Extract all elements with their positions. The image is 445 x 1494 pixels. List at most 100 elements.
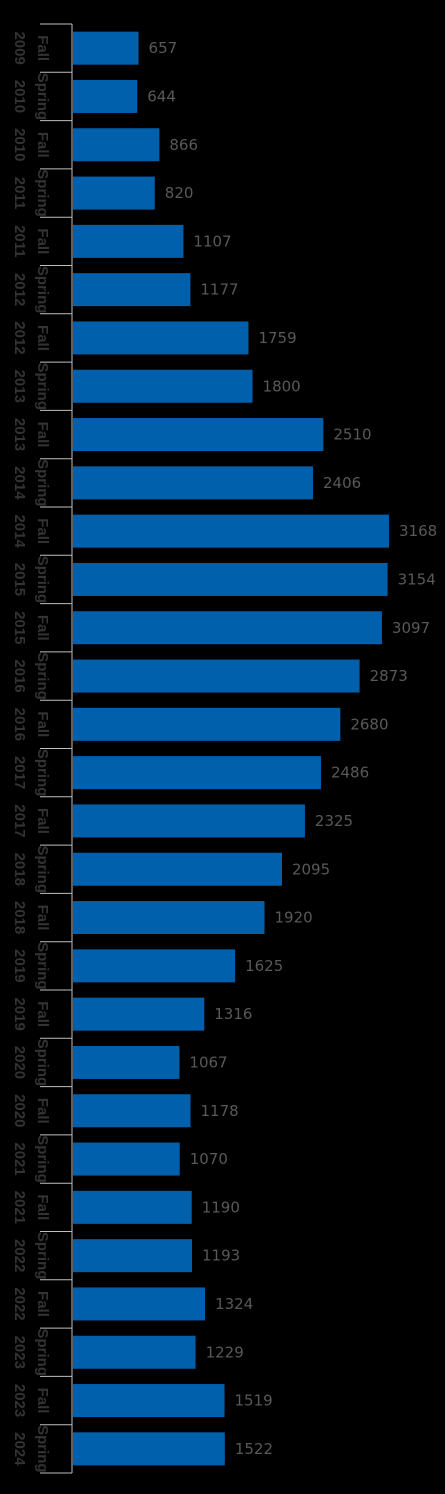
bar xyxy=(73,707,341,741)
bar xyxy=(73,273,191,307)
category-term-label: Spring xyxy=(34,459,51,507)
bar xyxy=(73,659,360,693)
category-year-label: 2022 xyxy=(11,1239,28,1272)
category-term-label: Fall xyxy=(34,1001,51,1027)
category-label: 2010 Fall xyxy=(11,128,51,161)
category-label: 2020 Spring xyxy=(11,1039,51,1087)
category-year-label: 2012 xyxy=(11,321,28,354)
category-term-label: Spring xyxy=(34,169,51,217)
bar xyxy=(73,176,155,210)
category-term-label: Spring xyxy=(34,1425,51,1473)
bar xyxy=(73,1239,192,1273)
category-term-label: Spring xyxy=(34,1039,51,1087)
category-term-label: Fall xyxy=(34,615,51,641)
bar xyxy=(73,79,138,113)
category-year-label: 2021 xyxy=(11,1191,28,1224)
bar xyxy=(73,997,205,1031)
category-label: 2018 Spring xyxy=(11,846,51,894)
bar xyxy=(73,756,321,790)
category-year-label: 2009 xyxy=(11,31,28,64)
category-term-label: Fall xyxy=(34,1388,51,1414)
category-year-label: 2012 xyxy=(11,273,28,306)
bar xyxy=(73,562,388,596)
category-term-label: Fall xyxy=(34,808,51,834)
category-label: 2019 Spring xyxy=(11,942,51,990)
category-term-label: Fall xyxy=(34,422,51,448)
category-label: 2023 Fall xyxy=(11,1384,51,1417)
category-year-label: 2014 xyxy=(11,466,28,500)
bar-value-label: 2510 xyxy=(333,426,371,444)
category-term-label: Spring xyxy=(34,846,51,894)
category-year-label: 2011 xyxy=(11,225,28,258)
bar xyxy=(73,1287,206,1321)
category-label: 2011 Fall xyxy=(11,225,51,258)
category-year-label: 2016 xyxy=(11,708,28,741)
bar-value-label: 1625 xyxy=(245,957,283,975)
bar-value-label: 1107 xyxy=(193,232,231,250)
bar xyxy=(73,418,324,452)
category-year-label: 2010 xyxy=(11,80,28,113)
category-term-label: Fall xyxy=(34,228,51,254)
bar-value-label: 1070 xyxy=(190,1150,228,1168)
bar-value-label: 820 xyxy=(165,184,194,202)
bar-value-label: 3097 xyxy=(392,619,430,637)
bar-value-label: 1177 xyxy=(200,281,238,299)
category-year-label: 2013 xyxy=(11,370,28,403)
bar-value-label: 1324 xyxy=(215,1295,253,1313)
category-label: 2022 Spring xyxy=(11,1232,51,1280)
bar-value-label: 866 xyxy=(169,136,198,154)
bar-value-label: 3168 xyxy=(399,522,437,540)
category-label: 2023 Spring xyxy=(11,1329,51,1377)
category-label: 2015 Fall xyxy=(11,611,51,644)
category-term-label: Spring xyxy=(34,266,51,314)
bar xyxy=(73,1335,196,1369)
category-term-label: Fall xyxy=(34,518,51,544)
bar xyxy=(73,128,160,162)
bar-value-label: 1178 xyxy=(201,1102,239,1120)
category-year-label: 2015 xyxy=(11,611,28,644)
category-year-label: 2018 xyxy=(11,853,28,886)
bar-value-label: 1759 xyxy=(258,329,296,347)
category-term-label: Spring xyxy=(34,749,51,797)
category-label: 2018 Fall xyxy=(11,901,51,934)
bar xyxy=(73,804,305,838)
category-year-label: 2019 xyxy=(11,997,28,1030)
category-term-label: Fall xyxy=(34,711,51,737)
bar-value-label: 644 xyxy=(147,87,176,105)
bar-value-label: 1522 xyxy=(235,1440,273,1458)
category-label: 2011 Spring xyxy=(11,169,51,217)
bar-value-label: 2095 xyxy=(292,860,330,878)
category-year-label: 2019 xyxy=(11,949,28,982)
category-term-label: Fall xyxy=(34,1194,51,1220)
bar-value-label: 1920 xyxy=(275,909,313,927)
category-term-label: Spring xyxy=(34,73,51,121)
category-term-label: Spring xyxy=(34,1329,51,1377)
category-year-label: 2011 xyxy=(11,177,28,210)
category-year-label: 2023 xyxy=(11,1384,28,1417)
category-year-label: 2014 xyxy=(11,514,28,548)
bar xyxy=(73,31,139,65)
category-label: 2014 Fall xyxy=(11,514,51,548)
category-term-label: Fall xyxy=(34,325,51,351)
category-label: 2017 Fall xyxy=(11,804,51,837)
bar-value-label: 1519 xyxy=(235,1392,273,1410)
category-year-label: 2017 xyxy=(11,756,28,789)
category-term-label: Fall xyxy=(34,905,51,931)
bar xyxy=(73,901,265,935)
bar-value-label: 1067 xyxy=(189,1053,227,1071)
category-year-label: 2023 xyxy=(11,1336,28,1369)
bar-value-label: 1316 xyxy=(214,1005,252,1023)
category-label: 2012 Spring xyxy=(11,266,51,314)
category-term-label: Spring xyxy=(34,1135,51,1183)
category-label: 2009 Fall xyxy=(11,31,51,64)
category-label: 2013 Spring xyxy=(11,363,51,411)
category-year-label: 2018 xyxy=(11,901,28,934)
bar xyxy=(73,611,382,645)
category-term-label: Fall xyxy=(34,35,51,61)
category-year-label: 2017 xyxy=(11,804,28,837)
category-label: 2020 Fall xyxy=(11,1094,51,1127)
category-term-label: Spring xyxy=(34,363,51,411)
bar-value-label: 2680 xyxy=(350,715,388,733)
bar-value-label: 2486 xyxy=(331,764,369,782)
category-year-label: 2024 xyxy=(11,1432,28,1466)
